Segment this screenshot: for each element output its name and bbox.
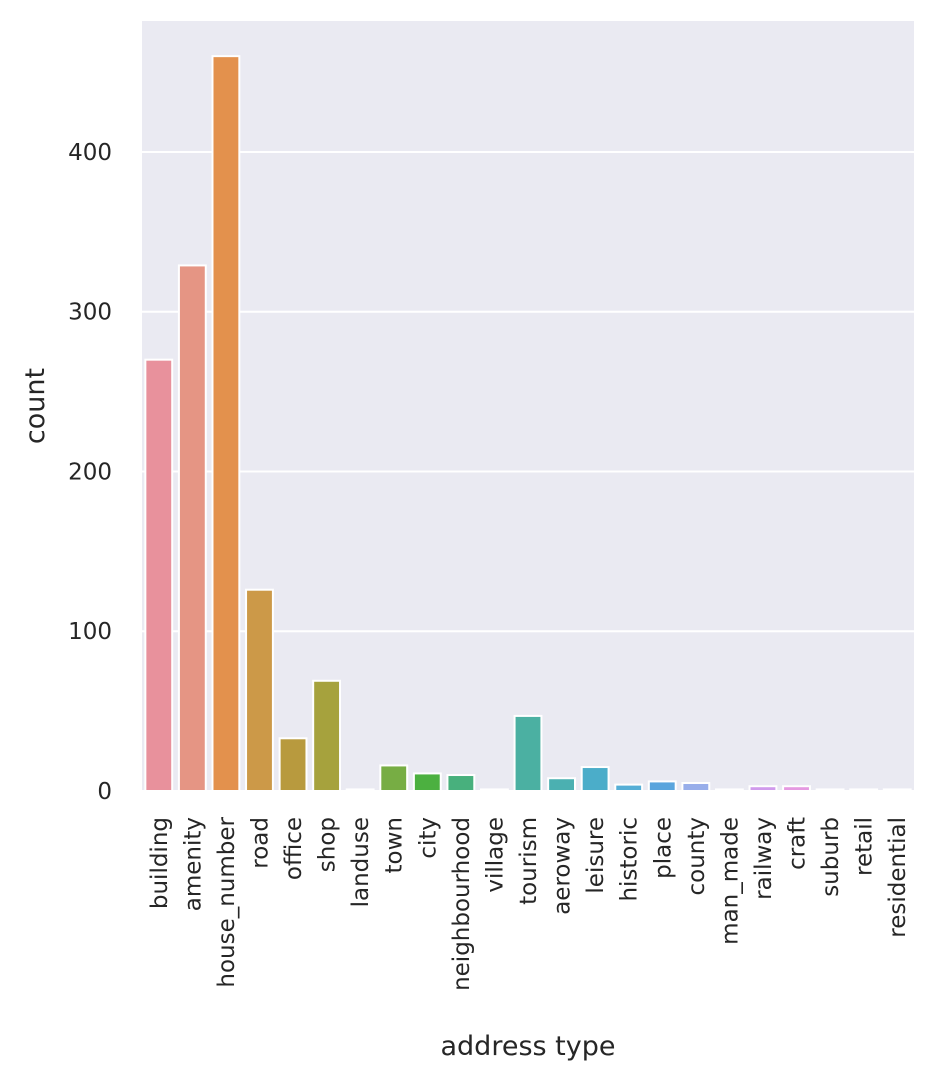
x-tick-label: landuse: [348, 817, 374, 907]
bar-building: [144, 358, 174, 792]
bar-road: [245, 588, 274, 792]
bar-tourism: [513, 714, 543, 792]
x-tick-labels: building amenity house_number road office sho…: [147, 816, 911, 990]
x-tick-label: aeroway: [550, 817, 576, 915]
bar-city: [412, 772, 442, 792]
x-tick-label: building: [147, 817, 173, 909]
x-tick-label: place: [650, 817, 676, 879]
bar-place: [647, 780, 677, 792]
bar-retail: [849, 788, 879, 792]
x-tick-label: amenity: [180, 817, 206, 911]
y-tick-label: 200: [68, 459, 112, 485]
y-axis-label: count: [20, 368, 51, 444]
bar-amenity: [177, 264, 207, 793]
y-tick-label: 400: [68, 140, 112, 166]
x-tick-label: house_number: [214, 816, 240, 987]
bar-railway: [748, 785, 778, 792]
x-tick-label: tourism: [516, 817, 542, 905]
x-tick-label: man_made: [717, 817, 743, 945]
x-tick-label: leisure: [583, 817, 609, 894]
x-tick-label: city: [415, 817, 441, 859]
x-tick-label: historic: [617, 817, 643, 902]
y-tick-label: 300: [68, 300, 112, 326]
bar-office: [278, 737, 308, 793]
x-tick-label: office: [281, 817, 307, 880]
x-tick-label: suburb: [818, 817, 844, 897]
bar-aeroway: [547, 777, 576, 792]
bar-craft: [782, 785, 811, 792]
bar-neighbourhood: [446, 774, 476, 793]
y-tick-label: 100: [68, 619, 112, 645]
bar-county: [681, 782, 711, 793]
x-tick-label: county: [684, 817, 710, 896]
x-tick-label: retail: [852, 817, 878, 876]
x-tick-label: road: [247, 817, 273, 869]
x-tick-label: shop: [315, 817, 341, 872]
bar-suburb: [815, 788, 845, 792]
bar-house-number: [211, 55, 241, 793]
x-tick-label: craft: [785, 817, 811, 870]
x-tick-label: neighbourhood: [449, 817, 475, 991]
bar-historic: [614, 783, 644, 793]
bar-man-made: [714, 788, 744, 792]
x-tick-label: town: [382, 817, 408, 873]
bar-village: [480, 788, 509, 792]
x-tick-label: village: [482, 817, 508, 893]
bar-residential: [882, 788, 912, 792]
bar-landuse: [345, 788, 375, 792]
bar-town: [379, 764, 409, 792]
bar-leisure: [580, 766, 610, 793]
y-tick-label: 0: [97, 779, 112, 805]
x-tick-label: residential: [885, 817, 911, 938]
x-axis-label: address type: [441, 1031, 616, 1062]
bars: [144, 55, 912, 793]
bar-shop: [312, 679, 342, 793]
x-tick-label: railway: [751, 817, 777, 900]
y-tick-labels: 0 100 200 300 400: [68, 140, 112, 805]
